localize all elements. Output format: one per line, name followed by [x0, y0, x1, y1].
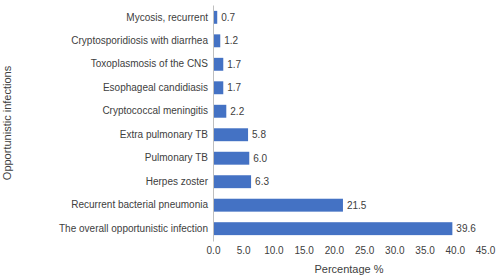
x-tick: 25.0	[355, 241, 375, 256]
y-tick-label: Cryptosporidiosis with diarrhea	[71, 35, 208, 46]
x-tick: 35.0	[415, 241, 435, 256]
x-axis-line	[214, 241, 486, 242]
data-label: 39.6	[456, 223, 476, 234]
data-label: 5.8	[252, 129, 266, 140]
y-tick: Cryptococcal meningitis	[102, 105, 213, 116]
x-tick-label: 10.0	[264, 245, 284, 256]
x-tick-label: 30.0	[385, 245, 405, 256]
x-tick-label: 15.0	[294, 245, 314, 256]
chart: 0.0 5.0 10.0 15.0 20.0 25.0 30.0 35.0 40.0 45.0 My…	[0, 0, 500, 279]
x-tick-label: 0.0	[207, 245, 221, 256]
x-tick-label: 25.0	[355, 245, 375, 256]
y-axis-line	[213, 6, 214, 242]
x-tick: 10.0	[264, 241, 284, 256]
data-label: 1.7	[227, 82, 241, 93]
y-tick: The overall opportunistic infection	[59, 223, 213, 234]
y-tick-label: The overall opportunistic infection	[59, 223, 208, 234]
x-tick-label: 20.0	[325, 245, 345, 256]
bar	[213, 152, 249, 165]
y-tick-label: Herpes zoster	[146, 176, 209, 187]
bar	[213, 222, 452, 235]
y-axis: Mycosis, recurrent Cryptosporidiosis with…	[59, 6, 213, 242]
x-tick: 0.0	[207, 241, 221, 256]
data-label: 21.5	[347, 200, 367, 211]
x-axis: 0.0 5.0 10.0 15.0 20.0 25.0 30.0 35.0 40.0 45.0	[207, 241, 496, 256]
y-tick: Cryptosporidiosis with diarrhea	[71, 35, 213, 46]
y-tick-label: Recurrent bacterial pneumonia	[71, 199, 208, 210]
bar	[213, 128, 248, 141]
bar	[213, 175, 251, 188]
y-tick-label: Toxoplasmosis of the CNS	[91, 58, 209, 69]
x-axis-title: Percentage %	[314, 263, 383, 275]
x-tick-label: 35.0	[415, 245, 435, 256]
data-label: 2.2	[230, 106, 244, 117]
y-axis-title: Opportunistic infections	[1, 65, 13, 180]
x-tick: 5.0	[237, 241, 251, 256]
y-tick: Recurrent bacterial pneumonia	[71, 199, 213, 210]
y-tick: Extra pulmonary TB	[120, 129, 213, 140]
x-tick-label: 45.0	[476, 245, 496, 256]
y-tick: Pulmonary TB	[145, 152, 213, 163]
data-label: 1.2	[224, 35, 238, 46]
y-tick: Esophageal candidiasis	[103, 82, 213, 93]
data-label: 1.7	[227, 59, 241, 70]
y-tick-label: Mycosis, recurrent	[126, 12, 208, 23]
bars	[213, 11, 452, 235]
bar	[213, 199, 343, 212]
bar	[213, 105, 226, 118]
data-labels: 0.7 1.2 1.7 1.7 2.2 5.8 6.0 6.3 21.5 39.6	[221, 12, 476, 234]
data-label: 0.7	[221, 12, 235, 23]
y-tick-label: Esophageal candidiasis	[103, 82, 208, 93]
y-tick: Mycosis, recurrent	[126, 12, 213, 23]
x-tick: 40.0	[446, 241, 466, 256]
y-tick-label: Extra pulmonary TB	[120, 129, 209, 140]
y-tick-label: Cryptococcal meningitis	[102, 105, 208, 116]
y-tick: Herpes zoster	[146, 176, 213, 187]
data-label: 6.3	[255, 176, 269, 187]
y-tick-label: Pulmonary TB	[145, 152, 209, 163]
x-tick-label: 5.0	[237, 245, 251, 256]
data-label: 6.0	[253, 153, 267, 164]
plot: 0.0 5.0 10.0 15.0 20.0 25.0 30.0 35.0 40.0 45.0 My…	[59, 6, 496, 257]
x-tick-label: 40.0	[446, 245, 466, 256]
x-tick: 15.0	[294, 241, 314, 256]
bar	[213, 34, 220, 47]
x-tick: 20.0	[325, 241, 345, 256]
x-tick: 30.0	[385, 241, 405, 256]
bar	[213, 58, 223, 71]
x-tick: 45.0	[476, 241, 496, 256]
bar	[213, 81, 223, 94]
y-tick: Toxoplasmosis of the CNS	[91, 58, 213, 69]
